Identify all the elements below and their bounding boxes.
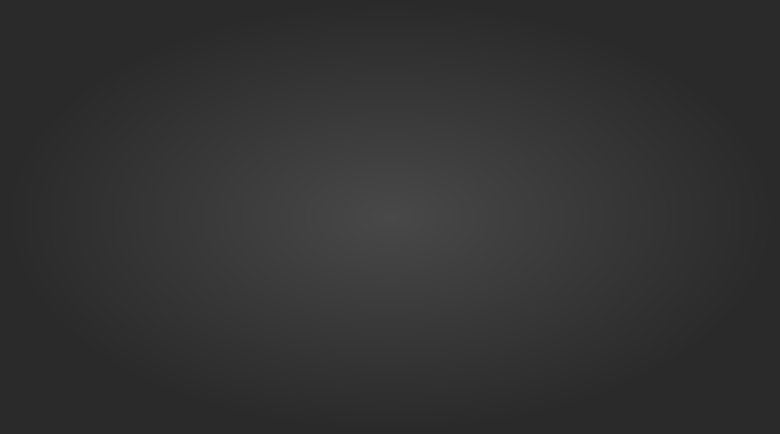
Title: Motor Vehicle Theft: Motor Vehicle Theft xyxy=(259,13,568,41)
